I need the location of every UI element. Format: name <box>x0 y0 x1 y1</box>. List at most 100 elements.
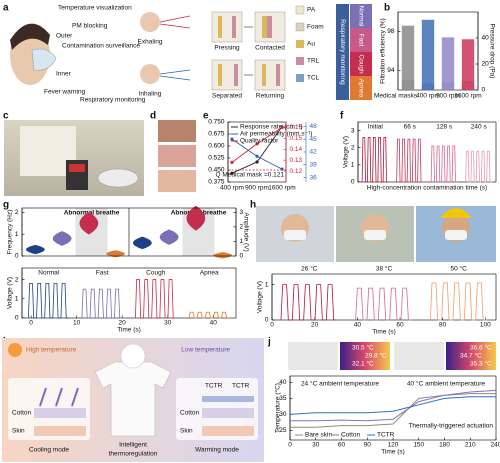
x-tick-label: 20 <box>119 320 127 327</box>
tick-label: 3 <box>240 209 244 216</box>
ring-label: Respiratory monitoring <box>339 19 346 85</box>
segment-label: Cough <box>146 270 166 277</box>
layer-label: TRL <box>307 58 320 65</box>
mode-label: Cooling mode <box>29 447 69 454</box>
tick-label: 0.675 <box>208 131 225 138</box>
x-tick-label: 40 <box>354 322 362 329</box>
thermal-images <box>288 342 496 370</box>
annotation: 24 °C ambient temperature <box>301 380 379 388</box>
legend-label: Quality factor <box>240 138 279 145</box>
layer-label: TCL <box>307 75 320 82</box>
legend-label: Air permeability (mm s⁻¹) <box>240 131 312 138</box>
tick-label: 0.14 <box>290 146 303 153</box>
axis-label: Time (s) <box>117 327 141 334</box>
point <box>230 137 234 141</box>
bar <box>401 25 415 90</box>
panel-letter: h <box>250 200 256 211</box>
mode-label: Warming mode <box>195 447 239 454</box>
tick-label: 40 <box>279 379 287 386</box>
panel-i-art <box>2 338 264 462</box>
plot-frame <box>271 273 497 321</box>
tick-label: 42 <box>310 149 318 156</box>
state-label: Inhaling <box>139 91 162 98</box>
ring-label: Normal <box>357 6 364 28</box>
tick-label: 40 <box>482 35 490 42</box>
state-label: Exhaling <box>138 39 163 46</box>
tick-label: 0.13 <box>290 157 303 164</box>
signal-trace <box>28 282 70 319</box>
x-tick-label: 0 <box>29 320 33 327</box>
x-tick-label: 0 <box>270 322 274 329</box>
bar <box>441 82 455 90</box>
signal-trace <box>361 137 389 183</box>
axis-label: Frequency (Hz) <box>7 210 14 255</box>
violin <box>186 205 206 231</box>
tick-label: 45 <box>310 136 318 143</box>
signal-trace <box>430 145 458 183</box>
axis-label: Voltage (V) <box>343 136 350 168</box>
signal-trace <box>81 288 123 319</box>
point <box>255 160 259 164</box>
thermal-label: 36.6 °C <box>470 344 492 352</box>
feature-label: Inner <box>56 71 72 78</box>
axis-label: Temperature (°C) <box>274 383 282 433</box>
tick-label: 0.16 <box>290 124 303 131</box>
x-tick-label: 60 <box>338 442 346 449</box>
panel-letter: e <box>203 111 209 122</box>
x-tick-label: 180 <box>439 442 450 449</box>
step-label: Pressing <box>214 45 240 52</box>
series-line <box>290 389 497 422</box>
segment-label: 128 s <box>436 124 453 131</box>
series-line <box>290 393 496 428</box>
tick-label: 1 <box>265 281 269 288</box>
segment-label: 26 °C <box>301 265 318 273</box>
panel-letter: g <box>3 200 9 211</box>
panel-letter: d <box>150 111 156 122</box>
reference-label: Q Medical mask =0.121 <box>216 172 285 179</box>
violin <box>106 250 125 258</box>
signal-trace <box>465 150 492 183</box>
photo-d <box>158 120 196 192</box>
segment-label: Initial <box>368 124 384 131</box>
center-label: thermoregulation <box>109 451 158 458</box>
tick-label: 48 <box>310 123 318 130</box>
thermal-label: 34.7 °C <box>460 352 482 360</box>
legend-label: Bare skin <box>305 432 332 439</box>
segment-label: 66 s <box>404 124 417 131</box>
segment-label: 50 °C <box>450 265 467 273</box>
tick-label: 25 <box>279 427 287 434</box>
layer-label: Skin <box>12 428 25 435</box>
tick-label: 2 <box>240 224 244 231</box>
thermal-label: 30.5 °C <box>352 344 374 352</box>
step-label: Returning <box>256 93 285 100</box>
tick-label: 3 <box>351 127 355 134</box>
violin <box>213 252 232 259</box>
x-tick-label: 210 <box>465 442 476 449</box>
layer-label: TCTR <box>232 383 250 390</box>
violin <box>52 231 72 246</box>
axis-label: High-concentration contamination time (s… <box>367 185 487 192</box>
ring-label: Apnea <box>357 79 364 98</box>
x-tick-label: 1600 rpm <box>268 185 295 192</box>
feature-label: PM blocking <box>72 23 108 30</box>
thermal-label: 32.1 °C <box>352 360 374 368</box>
tick-label: 2 <box>351 144 355 151</box>
x-tick-label: 80 <box>439 322 447 329</box>
step-label: Contacted <box>255 45 285 52</box>
tick-label: 1 <box>240 238 244 245</box>
x-tick-label: 30 <box>312 442 320 449</box>
legend-label: Cotton <box>341 432 361 439</box>
bar <box>461 80 475 90</box>
panel-a-art <box>10 4 372 100</box>
tick-label: 0 <box>15 253 19 260</box>
violin <box>133 236 152 250</box>
tick-label: 0.525 <box>208 155 225 162</box>
x-tick-label: 40 <box>210 320 218 327</box>
panel-letter: b <box>384 3 390 14</box>
point <box>280 167 284 171</box>
panel-letter: f <box>340 111 344 122</box>
segment-label: Normal <box>38 270 60 277</box>
signal-trace <box>188 311 230 319</box>
tick-label: 94 <box>387 67 395 74</box>
